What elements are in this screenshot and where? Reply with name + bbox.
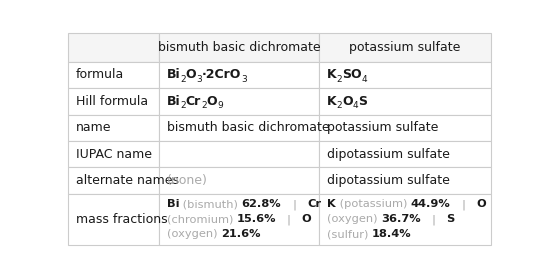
Text: Cr: Cr <box>307 199 321 209</box>
Text: Cr: Cr <box>186 95 201 108</box>
Text: Hill formula: Hill formula <box>76 95 148 108</box>
Text: (bismuth): (bismuth) <box>179 199 241 209</box>
Text: dipotassium sulfate: dipotassium sulfate <box>327 148 450 161</box>
Bar <box>159 33 319 62</box>
Text: (chromium): (chromium) <box>167 214 237 224</box>
Text: potassium sulfate: potassium sulfate <box>327 121 438 134</box>
Text: SO: SO <box>342 68 362 81</box>
Bar <box>68 88 159 114</box>
Text: Bi: Bi <box>167 95 180 108</box>
Text: K: K <box>327 95 337 108</box>
Bar <box>319 114 490 141</box>
Text: 4: 4 <box>353 101 359 110</box>
Bar <box>319 62 490 88</box>
Text: (oxygen): (oxygen) <box>167 229 221 239</box>
Text: |: | <box>432 214 435 225</box>
Bar <box>159 114 319 141</box>
Text: bismuth basic dichromate: bismuth basic dichromate <box>158 41 320 54</box>
Text: (sulfur): (sulfur) <box>327 229 372 239</box>
Bar <box>68 114 159 141</box>
Bar <box>319 167 490 194</box>
Bar <box>68 62 159 88</box>
Text: name: name <box>76 121 111 134</box>
Bar <box>319 141 490 167</box>
Text: S: S <box>359 95 367 108</box>
Text: O: O <box>342 95 353 108</box>
Text: 2: 2 <box>180 75 186 84</box>
Text: 36.7%: 36.7% <box>381 214 421 224</box>
Text: Bi: Bi <box>167 68 180 81</box>
Text: K: K <box>327 68 337 81</box>
Text: O: O <box>186 68 196 81</box>
Text: 3: 3 <box>196 75 202 84</box>
Bar <box>319 88 490 114</box>
Text: S: S <box>446 214 455 224</box>
Text: 9: 9 <box>217 101 223 110</box>
Text: 2: 2 <box>180 101 186 110</box>
Text: 2: 2 <box>201 101 207 110</box>
Text: ·2CrO: ·2CrO <box>202 68 241 81</box>
Text: 62.8%: 62.8% <box>241 199 281 209</box>
Text: O: O <box>302 214 312 224</box>
Text: formula: formula <box>76 68 124 81</box>
Text: O: O <box>476 199 486 209</box>
Bar <box>159 62 319 88</box>
Text: (oxygen): (oxygen) <box>327 214 381 224</box>
Text: |: | <box>287 214 291 225</box>
Bar <box>159 88 319 114</box>
Bar <box>159 194 319 245</box>
Text: mass fractions: mass fractions <box>76 213 167 226</box>
Bar <box>68 167 159 194</box>
Bar <box>159 167 319 194</box>
Text: Bi: Bi <box>167 199 179 209</box>
Bar <box>159 141 319 167</box>
Text: dipotassium sulfate: dipotassium sulfate <box>327 174 450 187</box>
Bar <box>68 33 159 62</box>
Text: K: K <box>327 199 336 209</box>
Bar <box>68 194 159 245</box>
Text: |: | <box>292 199 296 210</box>
Text: (none): (none) <box>167 174 208 187</box>
Text: 2: 2 <box>337 75 342 84</box>
Text: (potassium): (potassium) <box>336 199 411 209</box>
Text: 4: 4 <box>362 75 367 84</box>
Text: alternate names: alternate names <box>76 174 179 187</box>
Bar <box>68 141 159 167</box>
Text: IUPAC name: IUPAC name <box>76 148 152 161</box>
Text: 3: 3 <box>241 75 247 84</box>
Text: 44.9%: 44.9% <box>411 199 451 209</box>
Text: 15.6%: 15.6% <box>237 214 276 224</box>
Text: 2: 2 <box>337 101 342 110</box>
Text: |: | <box>462 199 465 210</box>
Text: 21.6%: 21.6% <box>221 229 260 239</box>
Text: bismuth basic dichromate: bismuth basic dichromate <box>167 121 329 134</box>
Bar <box>319 194 490 245</box>
Text: 18.4%: 18.4% <box>372 229 411 239</box>
Bar <box>319 33 490 62</box>
Text: potassium sulfate: potassium sulfate <box>349 41 461 54</box>
Text: O: O <box>207 95 217 108</box>
